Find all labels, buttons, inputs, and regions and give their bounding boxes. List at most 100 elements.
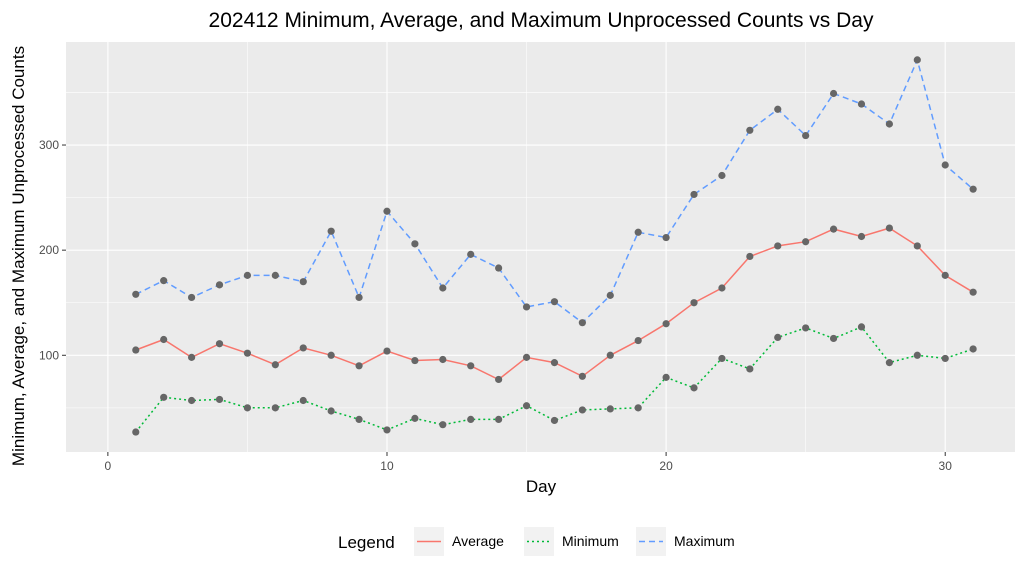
data-point-minimum: [495, 415, 503, 424]
chart-title: 202412 Minimum, Average, and Maximum Unp…: [209, 9, 874, 32]
data-point-average: [243, 349, 252, 357]
data-point-average: [215, 340, 224, 348]
data-point-maximum: [215, 281, 224, 289]
data-point-minimum: [662, 373, 670, 381]
data-point-average: [495, 375, 503, 384]
y-axis-ticks: 100 200 300: [39, 138, 66, 362]
x-tick-label: 10: [380, 459, 394, 473]
data-point-average: [913, 242, 921, 250]
data-point-average: [802, 238, 810, 246]
data-point-minimum: [634, 404, 642, 412]
data-point-maximum: [299, 278, 307, 286]
data-point-average: [411, 356, 419, 365]
data-point-maximum: [188, 293, 196, 302]
y-axis-title: Minimum, Average, and Maximum Unprocesse…: [9, 46, 28, 466]
data-point-average: [467, 362, 475, 370]
x-tick-label: 20: [659, 459, 673, 473]
legend: Legend Average Minimum Maximum: [338, 527, 735, 556]
data-point-average: [383, 347, 391, 355]
data-point-minimum: [299, 396, 307, 405]
data-point-maximum: [578, 319, 586, 327]
data-point-maximum: [355, 293, 363, 302]
legend-label-minimum: Minimum: [562, 533, 619, 549]
data-point-maximum: [829, 89, 838, 98]
data-point-average: [829, 225, 838, 233]
data-point-average: [188, 353, 196, 361]
data-point-average: [857, 232, 866, 241]
data-point-average: [355, 362, 363, 370]
data-point-maximum: [132, 290, 140, 298]
data-point-maximum: [383, 207, 391, 215]
data-point-minimum: [718, 354, 726, 363]
data-point-maximum: [802, 131, 810, 140]
data-point-average: [132, 346, 140, 354]
legend-label-average: Average: [452, 533, 504, 549]
data-point-minimum: [885, 359, 893, 367]
data-point-average: [774, 242, 782, 250]
data-point-average: [718, 284, 726, 292]
data-point-minimum: [215, 395, 224, 404]
data-points: [132, 56, 977, 436]
data-point-average: [606, 351, 614, 359]
data-point-average: [271, 361, 279, 369]
data-point-maximum: [885, 120, 893, 128]
data-point-average: [299, 344, 307, 352]
data-point-minimum: [606, 405, 614, 413]
grid-major: [66, 42, 1015, 452]
data-point-minimum: [439, 421, 447, 429]
data-point-average: [941, 271, 949, 279]
data-point-minimum: [355, 415, 363, 424]
y-tick-label: 300: [39, 138, 59, 152]
data-point-minimum: [969, 345, 977, 353]
x-axis-ticks: 0 10 20 30: [105, 452, 953, 473]
data-point-maximum: [327, 227, 335, 235]
data-point-average: [327, 351, 335, 359]
data-point-average: [690, 299, 698, 307]
data-point-minimum: [746, 365, 754, 373]
x-tick-label: 0: [105, 459, 112, 473]
data-point-maximum: [522, 303, 531, 311]
data-point-minimum: [522, 402, 531, 410]
y-tick-label: 200: [39, 243, 59, 257]
data-point-maximum: [495, 264, 503, 272]
data-point-maximum: [606, 291, 614, 299]
data-point-maximum: [662, 233, 670, 242]
data-point-minimum: [690, 384, 698, 392]
data-point-minimum: [411, 414, 419, 422]
x-tick-label: 30: [939, 459, 953, 473]
data-point-average: [746, 252, 754, 261]
data-point-minimum: [857, 323, 866, 331]
data-point-maximum: [439, 284, 447, 292]
legend-title: Legend: [338, 533, 395, 552]
data-point-maximum: [690, 190, 698, 199]
data-point-maximum: [243, 271, 252, 279]
data-point-average: [634, 336, 642, 345]
y-tick-label: 100: [39, 348, 59, 362]
data-point-minimum: [271, 404, 279, 412]
data-point-maximum: [746, 126, 754, 134]
data-point-maximum: [857, 100, 866, 108]
data-point-minimum: [941, 354, 949, 363]
data-point-average: [522, 353, 531, 361]
data-point-maximum: [941, 161, 949, 169]
data-point-maximum: [160, 277, 168, 285]
data-point-minimum: [132, 428, 140, 436]
data-point-minimum: [774, 333, 782, 342]
x-axis-title: Day: [526, 477, 557, 496]
data-point-maximum: [411, 240, 419, 248]
plot-panel: [66, 42, 1015, 452]
data-point-minimum: [383, 426, 391, 434]
data-point-maximum: [467, 250, 475, 258]
data-point-maximum: [969, 185, 977, 193]
data-point-minimum: [578, 406, 586, 414]
data-point-average: [439, 355, 447, 364]
data-point-maximum: [271, 271, 279, 279]
grid-minor: [66, 42, 1015, 452]
data-point-minimum: [243, 404, 252, 412]
data-point-maximum: [634, 228, 642, 236]
legend-label-maximum: Maximum: [674, 533, 735, 549]
data-point-average: [885, 224, 893, 232]
data-point-minimum: [467, 415, 475, 424]
data-point-average: [160, 335, 168, 344]
